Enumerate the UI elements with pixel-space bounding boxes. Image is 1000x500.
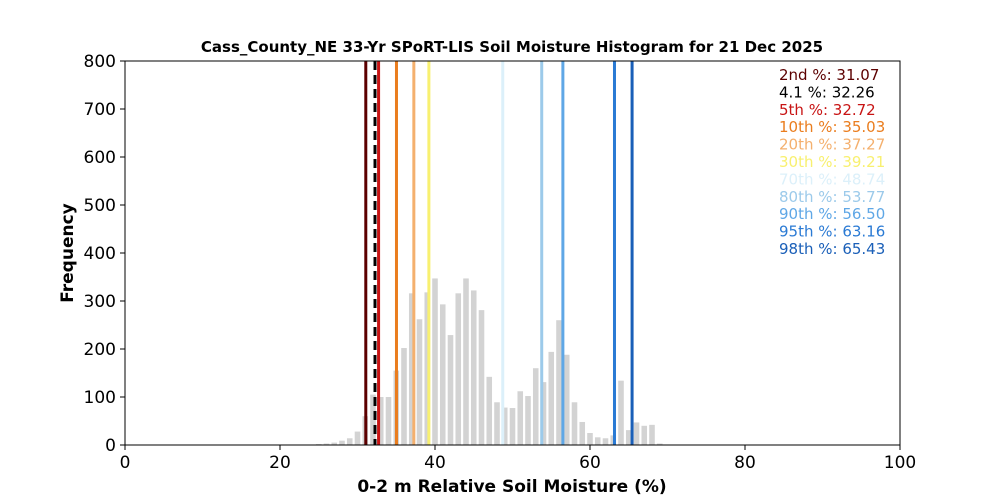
histogram-bar [618, 380, 624, 445]
x-tick-label: 100 [884, 453, 916, 473]
histogram-bar [354, 431, 361, 445]
histogram-bar [486, 376, 493, 445]
histogram-bar [625, 430, 632, 445]
legend-percentile-label: 80th % [779, 188, 833, 206]
legend-percentile-value: : 63.16 [833, 223, 886, 241]
legend-entry: 30th %: 39.21 [779, 153, 885, 171]
histogram-bar [587, 433, 593, 445]
histogram-bar [346, 438, 353, 445]
x-tick-label: 40 [424, 453, 446, 473]
y-tick-label: 800 [84, 52, 116, 72]
y-tick-label: 300 [84, 292, 116, 312]
y-tick-label: 600 [84, 148, 116, 168]
histogram-bar [323, 443, 330, 445]
histogram-bar [385, 397, 392, 445]
histogram-bar [641, 425, 648, 445]
legend-percentile-value: : 48.74 [833, 170, 886, 188]
histogram-bar [649, 424, 655, 445]
y-tick-label: 400 [84, 244, 116, 264]
legend-percentile-label: 4.1 % [779, 83, 822, 101]
histogram-bar [556, 320, 562, 445]
y-tick-label: 200 [84, 340, 116, 360]
percentile-lines [364, 61, 634, 445]
x-axis-label: 0-2 m Relative Soil Moisture (%) [357, 477, 666, 497]
histogram-bar [478, 310, 485, 445]
histogram-bar [439, 304, 446, 445]
legend-percentile-value: : 31.07 [827, 66, 880, 84]
legend-entry: 98th %: 65.43 [779, 240, 885, 258]
histogram-bar [602, 438, 609, 445]
legend-entry: 90th %: 56.50 [779, 205, 885, 223]
histogram-bar [416, 319, 423, 445]
legend-percentile-label: 30th % [779, 153, 833, 171]
legend-percentile-label: 5th % [779, 101, 823, 119]
y-tick-label: 700 [84, 100, 116, 120]
legend-percentile-value: : 32.26 [822, 83, 875, 101]
y-axis-ticks: 0 100 200 300 400 500 600 700 800 [84, 52, 125, 456]
histogram-bar [532, 368, 539, 445]
legend-entry: 20th %: 37.27 [779, 136, 885, 154]
y-axis-label: Frequency [58, 203, 78, 303]
histogram-bar [377, 397, 384, 445]
histogram-bar [540, 382, 547, 445]
histogram-bar [563, 354, 570, 445]
legend-percentile-value: : 35.03 [833, 118, 886, 136]
histogram-bar [470, 290, 477, 445]
histogram-bar [424, 292, 431, 445]
histogram-bar [370, 394, 376, 445]
histogram-bar [432, 278, 438, 445]
legend-percentile-label: 95th % [779, 223, 833, 241]
histogram-bar [447, 335, 454, 445]
histogram-bar [339, 440, 345, 445]
legend-entry: 4.1 %: 32.26 [779, 83, 875, 101]
legend-percentile-value: : 39.21 [833, 153, 886, 171]
legend-percentile-label: 10th % [779, 118, 833, 136]
y-tick-label: 500 [84, 196, 116, 216]
legend-entry: 95th %: 63.16 [779, 223, 885, 241]
legend-percentile-value: : 37.27 [833, 136, 886, 154]
x-tick-label: 80 [734, 453, 756, 473]
y-tick-label: 0 [105, 436, 116, 456]
legend-percentile-label: 98th % [779, 240, 833, 258]
x-axis-ticks: 0 20 40 60 80 100 [120, 445, 916, 473]
legend-entry: 10th %: 35.03 [779, 118, 885, 136]
histogram-bar [455, 293, 462, 445]
x-tick-label: 60 [579, 453, 601, 473]
histogram-bar [571, 402, 578, 445]
legend-percentile-label: 2nd % [779, 66, 827, 84]
legend-percentile-value: : 53.77 [833, 188, 886, 206]
legend-percentile-label: 20th % [779, 136, 833, 154]
histogram-bar [525, 396, 531, 445]
legend-percentile-value: : 56.50 [833, 205, 886, 223]
chart-title: Cass_County_NE 33-Yr SPoRT-LIS Soil Mois… [201, 38, 823, 56]
histogram-bar [509, 408, 516, 445]
legend-percentile-label: 90th % [779, 205, 833, 223]
histogram-bar [517, 391, 524, 445]
histogram-bar [656, 443, 663, 445]
legend-percentile-label: 70th % [779, 170, 833, 188]
legend-percentile-value: : 65.43 [833, 240, 886, 258]
legend-entry: 80th %: 53.77 [779, 188, 885, 206]
x-tick-label: 20 [269, 453, 291, 473]
histogram-bar [408, 293, 415, 445]
histogram-bar [463, 278, 469, 445]
histogram-bar [579, 421, 586, 445]
y-tick-label: 100 [84, 388, 116, 408]
legend-percentile-value: : 32.72 [823, 101, 876, 119]
histogram-bar [548, 351, 555, 445]
histogram-bar [401, 348, 407, 445]
x-tick-label: 0 [120, 453, 131, 473]
legend-entry: 5th %: 32.72 [779, 101, 876, 119]
histogram-bar [331, 442, 338, 445]
histogram-bar [594, 437, 601, 445]
histogram-bar [501, 407, 508, 445]
legend-entry: 70th %: 48.74 [779, 170, 885, 188]
legend-entry: 2nd %: 31.07 [779, 66, 879, 84]
histogram-bar [494, 402, 500, 445]
histogram-bar [633, 422, 640, 445]
